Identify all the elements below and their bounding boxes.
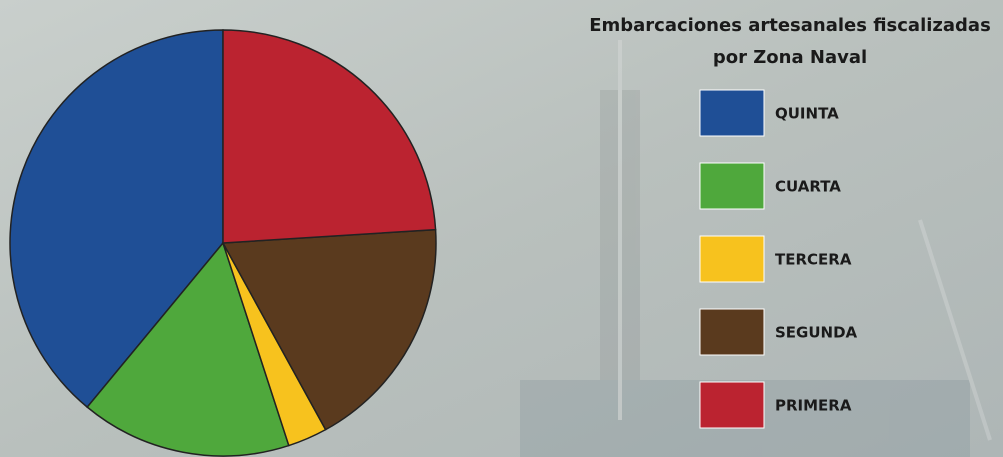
legend-label: QUINTA: [775, 105, 839, 123]
legend-label: TERCERA: [775, 251, 852, 269]
legend-swatch: [700, 90, 764, 136]
legend-swatch: [700, 382, 764, 428]
chart-title: Embarcaciones artesanales fiscalizadas: [589, 15, 991, 36]
legend-label: PRIMERA: [775, 397, 852, 415]
legend-swatch: [700, 236, 764, 282]
legend-swatch: [700, 163, 764, 209]
chart: Embarcaciones artesanales fiscalizadas p…: [0, 0, 1003, 457]
legend-swatch: [700, 309, 764, 355]
legend-label: CUARTA: [775, 178, 841, 196]
chart-title: por Zona Naval: [713, 47, 867, 68]
legend-label: SEGUNDA: [775, 324, 858, 342]
